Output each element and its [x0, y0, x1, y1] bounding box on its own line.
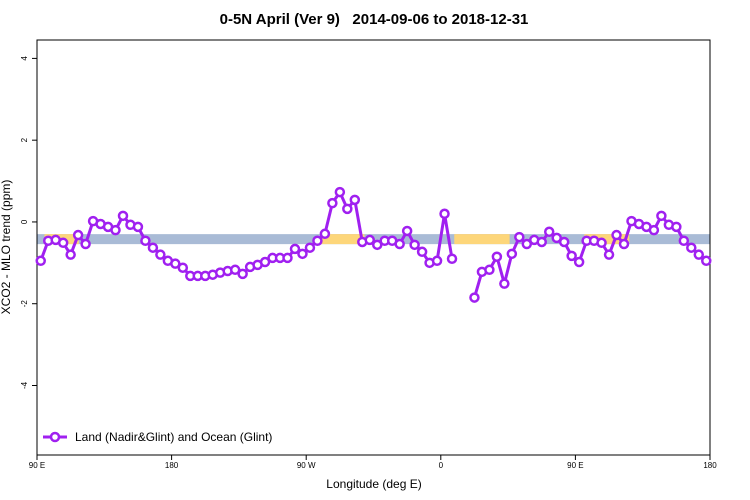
- data-point: [566, 250, 577, 262]
- data-point: [648, 224, 660, 236]
- data-point: [259, 256, 271, 268]
- data-point: [596, 237, 607, 249]
- data-point: [521, 238, 533, 250]
- data-point: [514, 231, 525, 243]
- data-point: [536, 236, 547, 248]
- data-point: [72, 229, 84, 241]
- data-point: [229, 264, 241, 276]
- data-point: [117, 210, 129, 222]
- data-point: [147, 242, 159, 253]
- band-highlight: [584, 234, 630, 245]
- data-point: [401, 225, 413, 237]
- data-point: [349, 194, 361, 206]
- data-point: [304, 242, 316, 253]
- x-tick-label: 90 W: [297, 461, 316, 470]
- x-tick-label: 180: [703, 461, 717, 470]
- data-point: [297, 248, 308, 260]
- data-point: [446, 253, 458, 264]
- data-point: [110, 224, 121, 236]
- data-point: [469, 292, 480, 303]
- y-tick-label: 2: [20, 137, 29, 142]
- data-point: [334, 186, 346, 198]
- y-tick-label: 4: [20, 56, 29, 61]
- x-tick-label: 180: [165, 461, 179, 470]
- x-axis-label: Longitude (deg E): [326, 477, 421, 491]
- data-point: [431, 255, 443, 267]
- data-point: [155, 249, 166, 260]
- data-point: [237, 268, 248, 280]
- data-point: [65, 249, 76, 260]
- data-point: [551, 232, 562, 244]
- y-axis-label: XCO2 - MLO trend (ppm): [0, 180, 13, 315]
- data-point: [678, 235, 690, 247]
- data-point: [364, 234, 376, 246]
- data-point: [611, 229, 622, 241]
- data-point: [543, 226, 555, 238]
- band-highlight: [454, 234, 510, 245]
- band-highlight: [321, 234, 365, 245]
- data-point: [80, 238, 91, 250]
- data-point: [312, 235, 323, 247]
- data-point: [371, 239, 383, 251]
- data-point: [57, 237, 69, 249]
- data-point: [140, 235, 151, 247]
- data-point: [671, 221, 682, 233]
- y-tick-label: -2: [20, 300, 29, 308]
- x-tick-label: 90 E: [29, 461, 45, 470]
- data-point: [282, 252, 293, 264]
- chart-title: 0-5N April (Ver 9) 2014-09-06 to 2018-12…: [220, 11, 529, 28]
- data-point: [319, 228, 331, 240]
- data-point: [558, 236, 570, 248]
- data-point: [686, 242, 697, 253]
- plot-frame: [36, 39, 711, 456]
- data-point: [177, 262, 189, 273]
- data-point: [701, 255, 712, 267]
- x-tick-label: 0: [439, 461, 444, 470]
- data-point: [35, 255, 46, 267]
- data-point: [693, 249, 705, 260]
- data-point: [394, 238, 405, 250]
- data-point: [342, 203, 353, 215]
- x-tick-label: 90 E: [567, 461, 583, 470]
- data-point: [327, 197, 338, 209]
- data-point: [618, 238, 630, 250]
- legend-label: Land (Nadir&Glint) and Ocean (Glint): [75, 430, 272, 444]
- data-point: [491, 251, 503, 262]
- y-tick-label: -4: [20, 381, 29, 389]
- data-point: [289, 243, 301, 255]
- data-point: [656, 210, 667, 222]
- data-point: [506, 248, 518, 260]
- data-point: [573, 256, 585, 268]
- data-point: [170, 258, 181, 269]
- data-point: [416, 246, 428, 258]
- data-point: [132, 221, 144, 233]
- y-tick-label: 0: [20, 219, 29, 224]
- data-point: [499, 278, 510, 289]
- legend-marker: [49, 431, 61, 443]
- data-point: [439, 208, 450, 220]
- data-point: [409, 239, 420, 251]
- data-point: [484, 264, 495, 276]
- data-point: [603, 249, 615, 260]
